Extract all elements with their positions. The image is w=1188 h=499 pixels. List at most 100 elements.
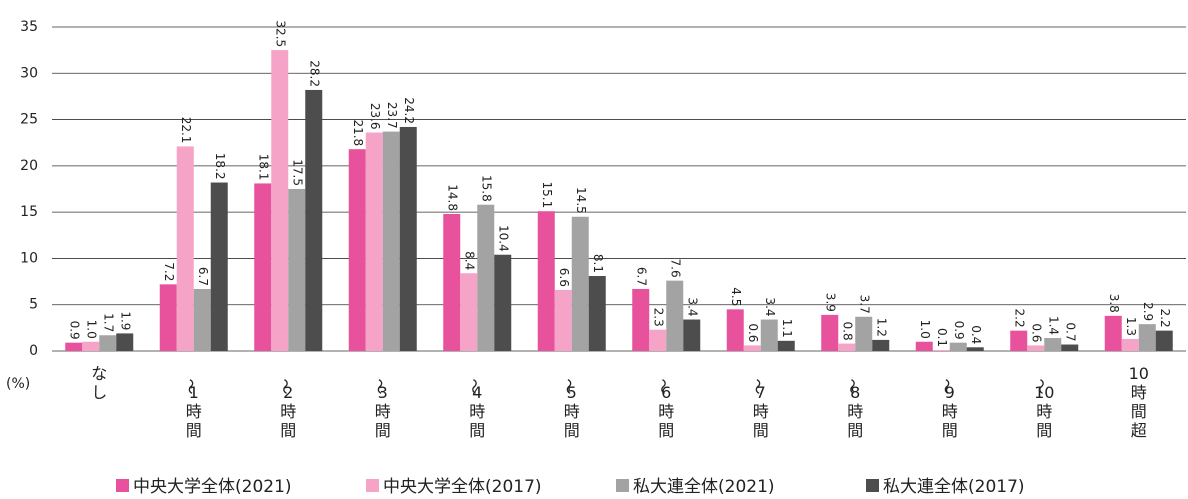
bar — [477, 204, 495, 351]
y-tick-label: 0 — [29, 343, 38, 359]
bar — [649, 329, 667, 351]
bar — [159, 284, 177, 351]
x-tick-label: 〜9 時間 — [938, 379, 958, 440]
bar — [210, 182, 228, 351]
value-label: 8.4 — [462, 251, 476, 270]
x-tick-label: 〜8 時間 — [843, 379, 863, 440]
value-label: 14.8 — [445, 184, 459, 211]
legend-label: 私大連全体(2021) — [633, 477, 775, 497]
value-label: 2.2 — [1012, 309, 1026, 328]
value-label: 23.7 — [385, 102, 399, 129]
bar — [777, 340, 795, 351]
bar — [932, 350, 950, 351]
bar — [99, 335, 117, 351]
value-label: 6.6 — [557, 268, 571, 287]
bar — [399, 126, 417, 351]
legend-swatch — [616, 479, 629, 492]
y-tick-label: 5 — [29, 297, 38, 313]
value-label: 7.2 — [162, 262, 176, 281]
value-label: 1.4 — [1046, 316, 1060, 335]
value-label: 18.2 — [213, 153, 227, 180]
bar — [271, 50, 289, 352]
value-label: 2.9 — [1141, 302, 1155, 321]
value-label: 0.1 — [935, 328, 949, 347]
bar — [116, 333, 134, 351]
y-tick-label: 35 — [20, 19, 38, 35]
value-label: 23.6 — [368, 103, 382, 130]
value-label: 14.5 — [574, 187, 588, 214]
bar — [537, 211, 555, 351]
bar — [1044, 338, 1062, 351]
value-label: 3.4 — [685, 297, 699, 316]
value-label: 0.8 — [840, 322, 854, 341]
value-label: 1.2 — [874, 318, 888, 337]
value-label: 10.4 — [496, 225, 510, 252]
value-label: 1.7 — [101, 313, 115, 332]
y-tick-label: 10 — [20, 250, 38, 266]
value-label: 1.1 — [780, 319, 794, 338]
bar — [193, 288, 211, 351]
bar — [683, 319, 701, 351]
value-label: 18.1 — [256, 154, 270, 181]
bar — [254, 183, 272, 351]
y-axis-label: (%) — [6, 376, 30, 392]
value-label: 7.6 — [668, 259, 682, 278]
y-tick-label: 15 — [20, 204, 38, 220]
value-label: 0.9 — [952, 321, 966, 340]
bar — [571, 216, 589, 351]
value-label: 1.9 — [118, 311, 132, 330]
bar — [1010, 330, 1028, 351]
x-tick-label: 〜7 時間 — [749, 379, 769, 440]
bar — [1138, 324, 1156, 351]
bar — [915, 341, 933, 351]
value-label: 32.5 — [273, 20, 287, 47]
x-tick-label: 〜2 時間 — [276, 379, 296, 440]
legend-swatch — [866, 479, 879, 492]
value-label: 3.8 — [1107, 294, 1121, 313]
bar — [288, 189, 306, 351]
bar — [1027, 345, 1045, 351]
bar — [632, 288, 650, 351]
bar — [1061, 344, 1079, 351]
bar — [872, 339, 890, 351]
bar — [305, 89, 323, 351]
value-label: 15.1 — [540, 181, 554, 208]
x-tick-label: 〜5 時間 — [560, 379, 580, 440]
value-label: 2.2 — [1158, 309, 1172, 328]
value-label: 0.7 — [1063, 322, 1077, 341]
bar — [666, 280, 684, 351]
bar — [82, 341, 100, 351]
bar — [65, 342, 83, 351]
bar — [460, 273, 478, 351]
y-tick-label: 20 — [20, 158, 38, 174]
value-label: 2.3 — [651, 308, 665, 327]
bar — [365, 132, 383, 351]
value-label: 8.1 — [591, 254, 605, 273]
value-label: 0.4 — [969, 325, 983, 344]
bar — [1104, 315, 1122, 351]
bar — [855, 316, 873, 351]
value-label: 24.2 — [402, 97, 416, 124]
value-label: 0.9 — [67, 321, 81, 340]
bar — [176, 146, 194, 351]
x-tick-label: 〜4 時間 — [465, 379, 485, 440]
value-label: 6.7 — [634, 267, 648, 286]
value-label: 17.5 — [290, 159, 304, 186]
value-label: 15.8 — [479, 175, 493, 202]
bar — [743, 345, 761, 351]
x-tick-label: 10 時間超 — [1129, 364, 1149, 440]
y-tick-label: 25 — [20, 112, 38, 128]
bar — [949, 342, 967, 351]
value-label: 1.0 — [918, 320, 932, 339]
y-tick-label: 30 — [20, 65, 38, 81]
x-tick-label: 〜3 時間 — [371, 379, 391, 440]
bar — [726, 309, 744, 351]
value-label: 0.6 — [1029, 323, 1043, 342]
legend-label: 中央大学全体(2017) — [383, 477, 542, 497]
bar — [382, 131, 400, 351]
x-tick-label: 〜10 時間 — [1032, 379, 1054, 440]
bar — [760, 319, 778, 351]
bar — [554, 289, 572, 351]
value-label: 3.4 — [763, 297, 777, 316]
